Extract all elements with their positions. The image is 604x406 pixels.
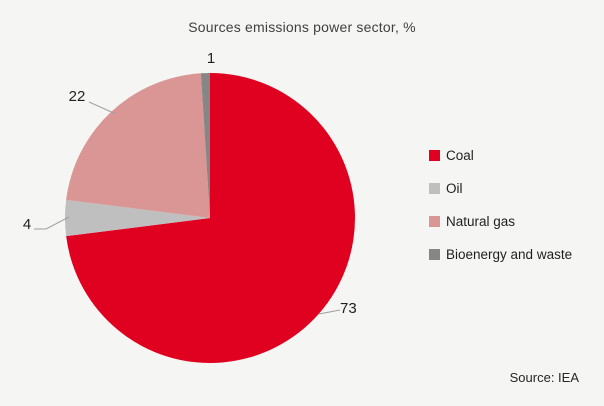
leader-line-oil xyxy=(34,216,70,230)
legend-swatch-bioenergy-and-waste xyxy=(429,249,440,260)
chart-title: Sources emissions power sector, % xyxy=(188,19,416,35)
pie-slice-bioenergy-and-waste xyxy=(200,73,210,218)
data-label-bioenergy-and-waste: 1 xyxy=(206,50,216,67)
source-note: Source: IEA xyxy=(509,370,579,385)
legend-item-natural-gas: Natural gas xyxy=(429,205,572,238)
legend: Coal Oil Natural gas Bioenergy and waste xyxy=(429,139,572,271)
legend-item-bioenergy-and-waste: Bioenergy and waste xyxy=(429,238,572,271)
data-label-coal: 73 xyxy=(340,300,357,317)
legend-item-oil: Oil xyxy=(429,172,572,205)
legend-swatch-oil xyxy=(429,183,440,194)
legend-label-bioenergy-and-waste: Bioenergy and waste xyxy=(446,247,573,262)
legend-item-coal: Coal xyxy=(429,139,572,172)
legend-label-coal: Coal xyxy=(446,148,474,163)
legend-label-oil: Oil xyxy=(446,181,463,196)
legend-swatch-coal xyxy=(429,150,440,161)
leader-line-coal xyxy=(318,309,341,315)
pie-slice-oil xyxy=(64,199,211,237)
pie-slice-natural-gas xyxy=(66,73,210,218)
data-label-natural-gas: 22 xyxy=(68,88,86,105)
legend-label-natural-gas: Natural gas xyxy=(446,214,516,229)
pie-slice-coal xyxy=(66,73,355,364)
data-label-oil: 4 xyxy=(22,216,32,233)
leader-line-natural-gas xyxy=(88,101,117,115)
legend-swatch-natural-gas xyxy=(429,216,440,227)
